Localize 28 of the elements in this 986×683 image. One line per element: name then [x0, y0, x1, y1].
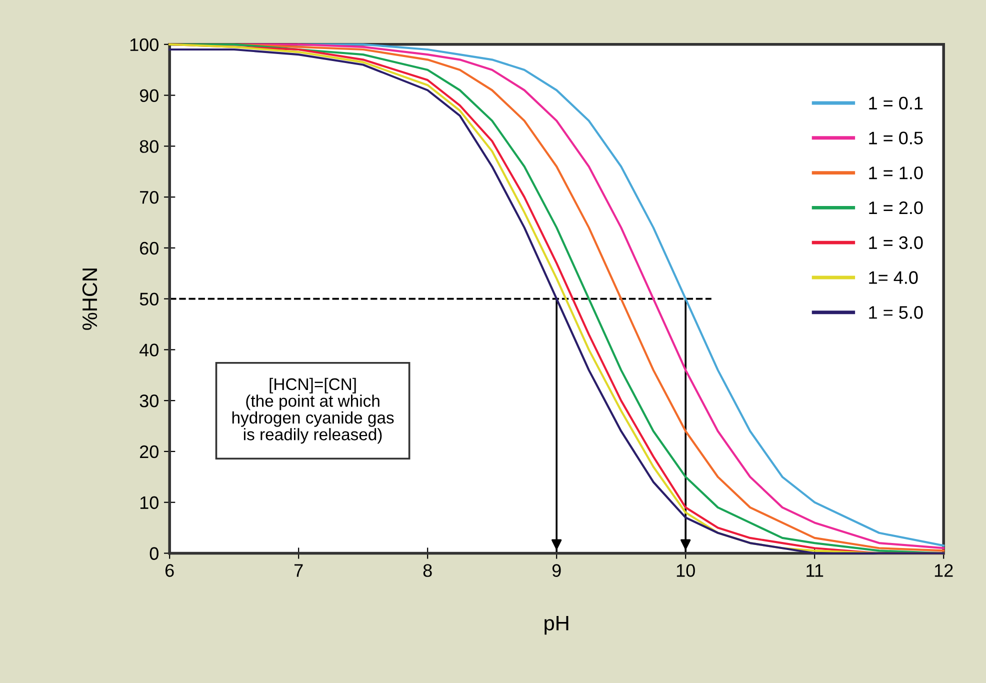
x-tick-label: 6 — [165, 564, 174, 577]
legend-label: 1= 4.0 — [869, 271, 918, 284]
legend-label: 1 = 0.5 — [869, 132, 923, 144]
y-tick-label: 30 — [140, 394, 158, 408]
y-tick-label: 40 — [140, 344, 158, 356]
y-tick-label: 60 — [140, 242, 158, 255]
legend-label: 1 = 2.0 — [869, 201, 923, 214]
y-tick-label: 20 — [140, 445, 158, 458]
y-tick-label: 0 — [150, 547, 158, 560]
y-tick-label: 100 — [130, 38, 158, 52]
x-tick-label: 11 — [806, 564, 824, 577]
y-tick-label: 80 — [140, 140, 158, 153]
x-tick-label: 10 — [676, 564, 695, 577]
annotation: [HCN]=[CN] (the point at which hydrogen cyanide gas is readily released) — [232, 378, 394, 444]
x-tick-label: 9 — [552, 564, 561, 577]
x-tick-label: 7 — [294, 564, 303, 577]
x-axis-title: pH — [544, 616, 568, 635]
y-tick-label: 70 — [140, 190, 158, 204]
legend-label: 1 = 3.0 — [869, 236, 923, 250]
y-axis-title: %HCN — [82, 268, 98, 330]
y-tick-label: 10 — [140, 496, 158, 510]
legend-label: 1 = 0.1 — [869, 96, 923, 110]
legend-label: 1 = 1.0 — [869, 166, 923, 180]
x-tick-label: 8 — [423, 564, 432, 577]
x-tick-label: 12 — [934, 564, 953, 577]
legend-label: 1 = 5.0 — [869, 306, 923, 319]
y-tick-label: 90 — [140, 89, 158, 102]
y-tick-label: 50 — [140, 292, 158, 306]
